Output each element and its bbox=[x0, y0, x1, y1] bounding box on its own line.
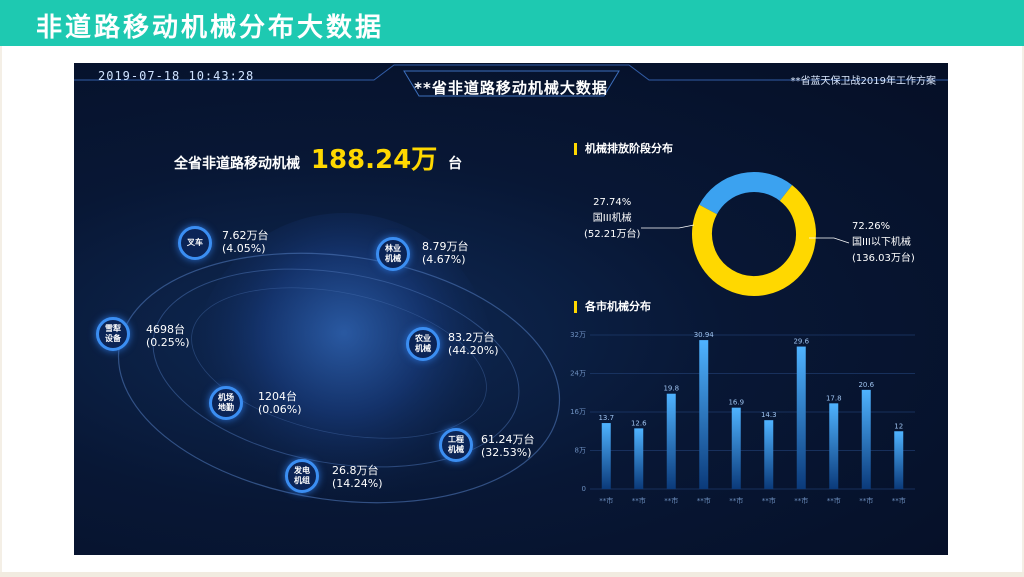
bar bbox=[634, 428, 644, 489]
y-tick-label: 8万 bbox=[575, 447, 586, 455]
node-engineering: 工程机械 bbox=[439, 428, 473, 462]
bar-value-label: 17.8 bbox=[826, 394, 842, 402]
node-airport: 机场地勤 bbox=[209, 386, 243, 420]
x-tick-label: **市 bbox=[632, 496, 646, 505]
slide-header: 非道路移动机械分布大数据 bbox=[0, 0, 1024, 46]
bar bbox=[861, 389, 871, 489]
node-agriculture-value: 83.2万台 (44.20%) bbox=[448, 331, 499, 357]
slide-title: 非道路移动机械分布大数据 bbox=[36, 13, 385, 43]
node-engineering-value: 61.24万台 (32.53%) bbox=[481, 433, 535, 459]
bar-value-label: 12 bbox=[894, 422, 903, 430]
emission-panel-heading: 机械排放阶段分布 bbox=[574, 143, 673, 155]
node-snowplow-value: 4698台 (0.25%) bbox=[146, 323, 190, 349]
title-frame bbox=[403, 70, 620, 97]
node-generator: 发电机组 bbox=[285, 459, 319, 493]
bar-value-label: 19.8 bbox=[663, 385, 679, 393]
node-forestry: 林业机械 bbox=[376, 237, 410, 271]
y-tick-label: 16万 bbox=[570, 408, 586, 416]
program-name: **省蓝天保卫战2019年工作方案 bbox=[790, 76, 936, 87]
dashboard-topbar: 2019-07-18 10:43:28 **省非道路移动机械大数据 **省蓝天保… bbox=[74, 63, 948, 103]
donut-slice-0 bbox=[699, 172, 793, 215]
x-tick-label: **市 bbox=[664, 496, 678, 505]
node-forklift-value: 7.62万台 (4.05%) bbox=[222, 229, 269, 255]
dashboard-screenshot: 2019-07-18 10:43:28 **省非道路移动机械大数据 **省蓝天保… bbox=[74, 63, 948, 555]
emission-donut-chart bbox=[692, 172, 816, 296]
bar-value-label: 13.7 bbox=[598, 414, 614, 422]
x-tick-label: **市 bbox=[859, 496, 873, 505]
city-bar-chart: 0 8万 16万 24万 32万 13.7 **市 12.6 **市 19.8 **市 30.94 **… bbox=[570, 331, 915, 505]
node-airport-value: 1204台 (0.06%) bbox=[258, 390, 302, 416]
node-agriculture: 农业机械 bbox=[406, 327, 440, 361]
node-generator-value: 26.8万台 (14.24%) bbox=[332, 464, 383, 490]
bar-value-label: 29.6 bbox=[793, 338, 809, 346]
bar bbox=[894, 431, 904, 489]
bar bbox=[764, 420, 774, 489]
bar bbox=[731, 407, 741, 489]
bar bbox=[829, 403, 839, 489]
topbar-frame bbox=[74, 64, 948, 81]
orbit-middle bbox=[152, 268, 520, 468]
node-forestry-value: 8.79万台 (4.67%) bbox=[422, 240, 469, 266]
bar bbox=[796, 346, 806, 489]
x-tick-label: **市 bbox=[827, 496, 841, 505]
slide-bottom-border bbox=[0, 572, 1024, 577]
y-tick-label: 24万 bbox=[570, 370, 586, 378]
total-unit: 台 bbox=[448, 156, 463, 172]
x-tick-label: **市 bbox=[599, 496, 613, 505]
orbit-inner bbox=[191, 287, 487, 439]
bar bbox=[601, 423, 611, 489]
total-prefix: 全省非道路移动机械 bbox=[174, 156, 300, 172]
bar-value-label: 20.6 bbox=[858, 381, 874, 389]
y-tick-label: 0 bbox=[582, 485, 586, 493]
node-snowplow: 雪犁设备 bbox=[96, 317, 130, 351]
donut-right-label: 72.26% 国III以下机械 (136.03万台) bbox=[852, 221, 915, 264]
city-panel-heading: 各市机械分布 bbox=[574, 301, 651, 313]
bar-value-label: 14.3 bbox=[761, 411, 777, 419]
x-tick-label: **市 bbox=[729, 496, 743, 505]
slide-left-border bbox=[0, 46, 2, 572]
bar-value-label: 16.9 bbox=[728, 399, 744, 407]
x-tick-label: **市 bbox=[697, 496, 711, 505]
bar bbox=[666, 393, 676, 489]
dashboard-title: **省非道路移动机械大数据 bbox=[414, 79, 608, 97]
bar-value-label: 30.94 bbox=[694, 331, 715, 339]
x-tick-label: **市 bbox=[892, 496, 906, 505]
datetime: 2019-07-18 10:43:28 bbox=[98, 69, 255, 83]
node-forklift: 叉车 bbox=[178, 226, 212, 260]
bar-value-label: 12.6 bbox=[631, 419, 647, 427]
donut-slice-1 bbox=[692, 185, 816, 296]
bar bbox=[699, 340, 709, 489]
x-tick-label: **市 bbox=[762, 496, 776, 505]
donut-left-label: 27.74% 国III机械 (52.21万台) bbox=[584, 197, 641, 240]
globe bbox=[194, 213, 494, 513]
slide-right-border bbox=[1022, 46, 1024, 572]
total-value: 188.24万 bbox=[310, 145, 438, 175]
y-tick-label: 32万 bbox=[570, 331, 586, 339]
total-summary: 全省非道路移动机械 188.24万 台 bbox=[174, 139, 462, 176]
x-tick-label: **市 bbox=[794, 496, 808, 505]
